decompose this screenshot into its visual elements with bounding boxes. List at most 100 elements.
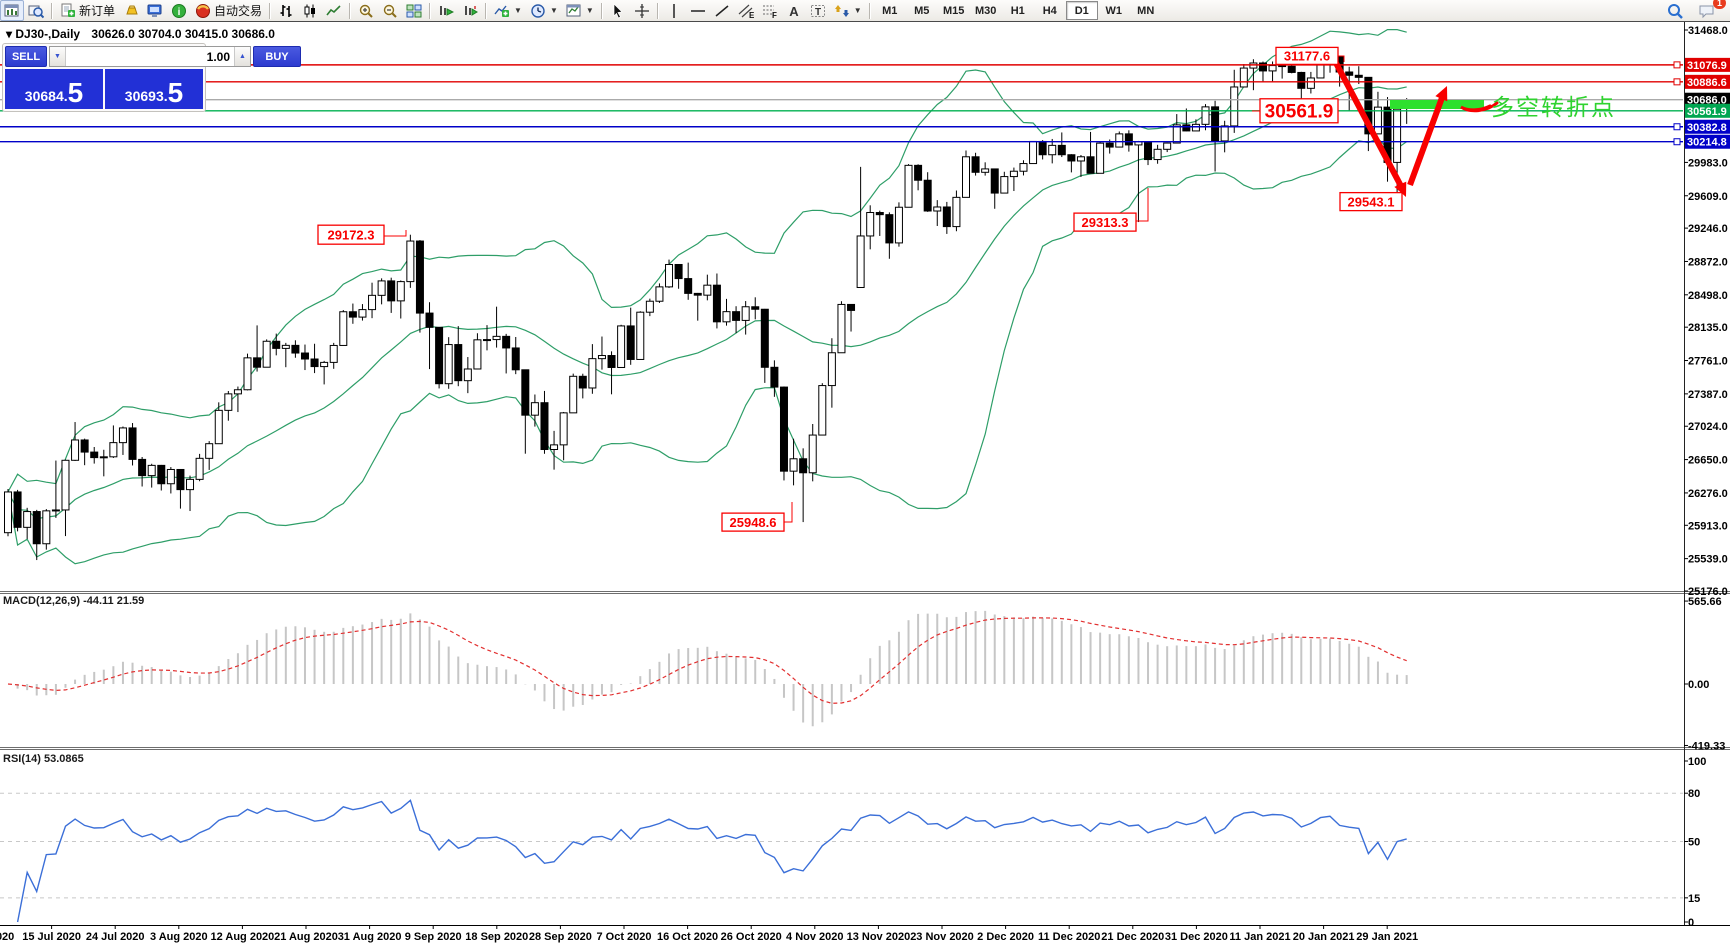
price-axis[interactable]: 31468.0 29983.0 29609.0 29246.0 28872.0 28498…	[1684, 25, 1730, 929]
pane-separators[interactable]	[0, 22, 1730, 926]
price-tick: 28135.0	[1688, 322, 1728, 334]
price-annotation-29172.3[interactable]: 29172.3	[317, 224, 385, 245]
templates-dropdown-arrow[interactable]: ▼	[585, 6, 594, 15]
toolbar-button-auto-scroll[interactable]	[434, 0, 458, 21]
svg-text:31177.6: 31177.6	[1284, 49, 1330, 64]
toolbar-button-chart-shift[interactable]	[458, 0, 482, 21]
toolbar-button-charts[interactable]	[0, 0, 24, 21]
toolbar-button-line-chart-mode[interactable]	[322, 0, 346, 21]
periods-icon	[530, 3, 546, 19]
svg-text:29543.1: 29543.1	[1348, 194, 1395, 209]
indicators-dropdown-arrow[interactable]: ▼	[514, 6, 522, 15]
volume-decrease-button[interactable]: ▼	[50, 47, 66, 66]
volume-input[interactable]	[66, 47, 234, 66]
time-tick: 9 Sep 2020	[405, 931, 462, 943]
toolbar-button-search[interactable]	[1662, 0, 1688, 21]
toolbar-button-fibonacci[interactable]: F	[758, 0, 782, 21]
toolbar-button-zoom-in[interactable]	[354, 0, 378, 21]
rsi-tick: 100	[1688, 756, 1706, 768]
svg-text:25948.6: 25948.6	[730, 515, 777, 530]
timeframe-H4[interactable]: H4	[1042, 4, 1057, 17]
line-chart-mode-icon	[326, 3, 342, 19]
toolbar-button-horizontal-line[interactable]	[686, 0, 710, 21]
timeframe-MN[interactable]: MN	[1137, 4, 1155, 17]
time-tick: 29 Jan 2021	[1356, 931, 1418, 943]
time-tick: 31 Aug 2020	[338, 931, 402, 943]
timeframe-H1[interactable]: H1	[1010, 4, 1025, 17]
rsi-tick: 50	[1688, 837, 1700, 849]
sell-button[interactable]: SELL	[5, 46, 47, 67]
toolbar-button-market-watch[interactable]	[143, 0, 167, 21]
timeframe-W1[interactable]: W1	[1105, 4, 1122, 17]
sell-price-box[interactable]: 30684. 5	[5, 69, 103, 109]
red-scribble-mark[interactable]	[1460, 101, 1499, 113]
horizontal-line-objects[interactable]	[0, 61, 1683, 146]
macd-tick: 565.66	[1688, 596, 1722, 608]
toolbar-button-text[interactable]: A	[782, 0, 806, 21]
toolbar-separator	[51, 2, 53, 19]
macd-tick: -419.33	[1688, 740, 1725, 752]
templates-icon	[566, 3, 582, 19]
toolbar-button-crosshair[interactable]	[630, 0, 654, 21]
toolbar-button-trendline[interactable]	[710, 0, 734, 21]
ohlc-values: 30626.0 30704.0 30415.0 30686.0	[91, 27, 275, 41]
toolbar-button-cursor[interactable]	[606, 0, 630, 21]
toolbar-button-bar-chart-mode[interactable]	[274, 0, 298, 21]
auto-scroll-icon	[438, 3, 455, 19]
time-tick: 23 Nov 2020	[910, 931, 974, 943]
zoom-in-icon	[358, 3, 374, 19]
price-annotation-29313.3[interactable]: 29313.3	[1073, 212, 1137, 232]
toolbar-button-templates[interactable]: ▼	[562, 0, 598, 21]
toolbar-button-candle-chart-mode[interactable]	[298, 0, 322, 21]
price-annotation-31177.6[interactable]: 31177.6	[1275, 46, 1339, 66]
buy-price-box[interactable]: 30693. 5	[105, 69, 203, 109]
sell-price: 30684.	[24, 88, 68, 104]
arrows-dropdown-arrow[interactable]: ▼	[853, 6, 862, 15]
toolbar-button-signals[interactable]: i	[167, 0, 191, 21]
chart-surface[interactable]	[0, 22, 1730, 925]
timeframe-M30[interactable]: M30	[975, 4, 997, 17]
notification-badge: 1	[1712, 0, 1726, 9]
arrows-icon	[834, 3, 850, 19]
v-reversal-arrow	[1435, 86, 1448, 102]
price-annotation-30561.9[interactable]: 30561.9	[1259, 98, 1339, 124]
annotations[interactable]: 31177.6 30561.9 29543.1 29313.3 29172.3 25948…	[317, 46, 1499, 532]
timeframe-M5[interactable]: M5	[914, 4, 930, 17]
price-tick: 26276.0	[1688, 488, 1728, 500]
time-axis[interactable]: 6 Jul 2020 15 Jul 2020 24 Jul 2020 3 Aug 20…	[0, 925, 1418, 943]
toolbar-button-vertical-line[interactable]	[662, 0, 686, 21]
volume-stepper: ▼ ▲	[49, 46, 251, 67]
buy-button[interactable]: BUY	[253, 46, 301, 67]
price-annotation-29543.1[interactable]: 29543.1	[1339, 191, 1403, 212]
periods-dropdown-arrow[interactable]: ▼	[549, 6, 558, 15]
time-tick: 3 Aug 2020	[150, 931, 208, 943]
price-tick: 31468.0	[1688, 25, 1728, 37]
toolbar-button-new-order[interactable]: 新订单	[56, 0, 119, 21]
timeframe-D1[interactable]: D1	[1065, 1, 1098, 20]
turning-point-annotation[interactable]: 多空转折点	[1491, 94, 1616, 120]
time-tick: 11 Dec 2020	[1038, 931, 1100, 943]
candlestick-series	[4, 51, 1411, 561]
toolbar-button-indicators[interactable]: ▼	[490, 0, 526, 21]
toolbar-button-auto-trading[interactable]: 自动交易	[191, 0, 266, 21]
macd-pane	[7, 610, 1408, 727]
price-tick: 25176.0	[1688, 586, 1728, 598]
toolbar-button-equidistant-channel[interactable]: E	[734, 0, 758, 21]
price-annotation-25948.6[interactable]: 25948.6	[721, 512, 785, 532]
toolbar-button-arrows[interactable]: ▼	[830, 0, 866, 21]
volume-increase-button[interactable]: ▲	[234, 47, 250, 66]
toolbar-button-tile-windows[interactable]	[402, 0, 426, 21]
toolbar-button-periods[interactable]: ▼	[526, 0, 562, 21]
timeframe-M15[interactable]: M15	[943, 4, 965, 17]
timeframe-M1[interactable]: M1	[882, 4, 898, 17]
toolbar-button-zoom-out[interactable]	[378, 0, 402, 21]
time-tick: 11 Jan 2021	[1229, 931, 1290, 943]
toolbar-button-gold[interactable]	[119, 0, 143, 21]
charts-icon	[4, 3, 20, 19]
equidistant-channel-icon: E	[738, 3, 754, 19]
buy-price: 30693.	[124, 88, 168, 104]
toolbar-button-text-label[interactable]: T	[806, 0, 830, 21]
time-tick: 4 Nov 2020	[786, 931, 843, 943]
toolbar-button-profiles[interactable]	[24, 0, 48, 21]
toolbar-button-chat[interactable]: 1	[1694, 0, 1726, 21]
